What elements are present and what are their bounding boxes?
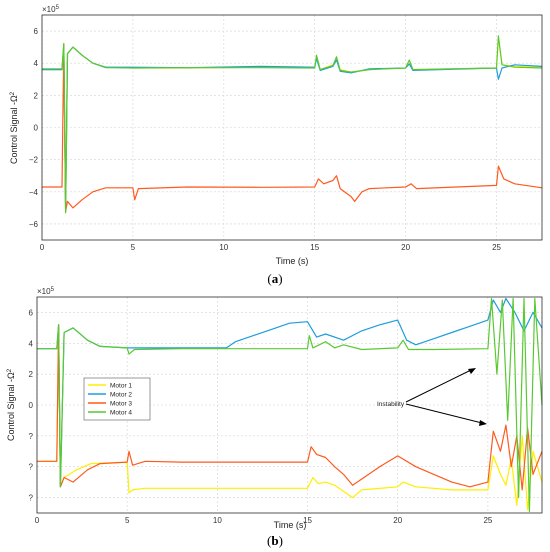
panel-a-ytick-label-1: −4: [29, 188, 39, 197]
panel-a-ytick-label-2: −2: [29, 156, 39, 165]
panel-b-xtick-label-4: 20: [393, 516, 402, 525]
panel-a-ytick-label-0: −6: [29, 220, 39, 229]
panel-a-yticks: −6 −4 −2 0 2 4 6: [29, 27, 39, 229]
legend-label-motor-4: Motor 4: [110, 410, 132, 417]
panel-b-caption: (b): [267, 533, 283, 548]
panel-a-caption: (a): [267, 271, 282, 286]
panel-a-xticks: 0 5 10 15 20 25: [40, 243, 502, 252]
panel-b-xtick-label-1: 5: [125, 516, 130, 525]
panel-b-series: [37, 297, 543, 513]
panel-b-xtick-label-5: 25: [483, 516, 492, 525]
panel-b-series-line-1: [37, 324, 543, 511]
panel-b-yticks: ??? 0 2 4 6: [29, 308, 34, 502]
panel-b-series-line-3: [37, 324, 543, 491]
panel-a: 0 5 10 15 20 25 −6 −4 −2 0 2 4 6 ×105 Time (s) Cont…: [9, 5, 543, 286]
panel-a-xtick-label-5: 25: [492, 243, 501, 252]
legend-label-motor-2: Motor 2: [110, 392, 132, 399]
instability-annotation: Instability: [377, 368, 487, 426]
instability-arrowhead-upper: [468, 368, 476, 374]
panel-a-grid: [41, 15, 542, 240]
panel-b-ytick-label-2: ?: [29, 432, 34, 441]
panel-b-xtick-label-0: 0: [35, 516, 40, 525]
panel-a-xlabel: Time (s): [276, 256, 309, 266]
panel-a-exponent: ×105: [42, 5, 60, 14]
panel-b-series-line-4: [37, 297, 543, 513]
legend-label-motor-3: Motor 3: [110, 401, 132, 408]
panel-a-series-line-4: [42, 35, 543, 214]
panel-a-xtick-label-2: 10: [219, 243, 228, 252]
panel-a-xtick-label-0: 0: [40, 243, 45, 252]
panel-b-xtick-label-2: 10: [213, 516, 222, 525]
legend-label-motor-1: Motor 1: [110, 383, 132, 390]
panel-b-ytick-label-1: ?: [29, 463, 34, 472]
panel-b-ytick-label-3: 0: [29, 401, 34, 410]
instability-label: Instability: [377, 401, 405, 408]
panel-a-frame: [41, 14, 543, 241]
panel-b-ytick-label-6: 6: [29, 308, 34, 317]
panel-a-ytick-label-4: 2: [34, 91, 39, 100]
instability-arrowhead-lower: [479, 420, 487, 426]
panel-b-ytick-label-0: ?: [29, 494, 34, 503]
panel-a-series-line-3: [42, 43, 543, 212]
panel-b-ylabel: Control Signal -Ω2: [6, 368, 16, 441]
instability-arrow-lower: [405, 403, 483, 424]
panel-a-series: [42, 35, 543, 214]
panel-a-xtick-label-3: 15: [310, 243, 319, 252]
panel-a-ytick-label-5: 4: [34, 59, 39, 68]
panel-b-exponent: ×105: [37, 287, 55, 296]
panel-b-xtick-label-3: 15: [303, 516, 312, 525]
panel-b-xlabel: Time (s): [274, 520, 307, 530]
panel-b-frame: [36, 296, 543, 514]
instability-arrow-upper: [405, 369, 472, 403]
panel-b-xticks: 0 5 10 15 20 25: [35, 516, 493, 525]
panel-b: 0 5 10 15 20 25 ??? 0 2 4 6 ×105 Time (s) Control…: [6, 287, 543, 548]
panel-b-legend: Motor 1 Motor 2 Motor 3 Motor 4: [83, 377, 151, 421]
panel-a-series-line-1: [42, 36, 543, 212]
panel-a-xtick-label-1: 5: [131, 243, 136, 252]
panel-b-ytick-label-5: 4: [29, 339, 34, 348]
panel-a-xtick-label-4: 20: [401, 243, 410, 252]
panel-a-ylabel: Control Signal -Ω2: [9, 91, 19, 164]
panel-a-ytick-label-6: 6: [34, 27, 39, 36]
panel-b-ytick-label-4: 2: [29, 370, 34, 379]
panel-a-ytick-label-3: 0: [34, 124, 39, 133]
